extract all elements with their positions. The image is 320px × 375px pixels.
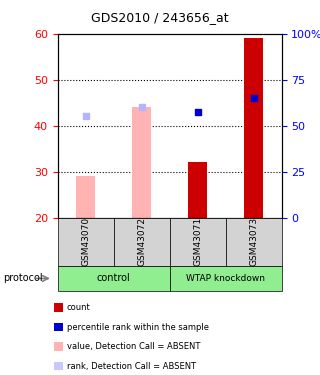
Point <box>195 109 200 115</box>
Text: protocol: protocol <box>3 273 43 284</box>
Point <box>83 113 88 119</box>
Text: count: count <box>67 303 90 312</box>
Text: rank, Detection Call = ABSENT: rank, Detection Call = ABSENT <box>67 362 196 370</box>
Bar <box>132 107 151 218</box>
Text: GDS2010 / 243656_at: GDS2010 / 243656_at <box>91 11 229 24</box>
Text: value, Detection Call = ABSENT: value, Detection Call = ABSENT <box>67 342 200 351</box>
Text: percentile rank within the sample: percentile rank within the sample <box>67 322 209 332</box>
Bar <box>76 176 95 218</box>
Text: control: control <box>97 273 131 284</box>
Point <box>251 95 256 101</box>
Text: GSM43073: GSM43073 <box>249 217 258 266</box>
Text: GSM43072: GSM43072 <box>137 217 146 266</box>
Text: GSM43070: GSM43070 <box>81 217 90 266</box>
Bar <box>188 162 207 218</box>
Text: GSM43071: GSM43071 <box>193 217 202 266</box>
Point <box>139 104 144 110</box>
Text: WTAP knockdown: WTAP knockdown <box>186 274 265 283</box>
Bar <box>244 38 263 218</box>
